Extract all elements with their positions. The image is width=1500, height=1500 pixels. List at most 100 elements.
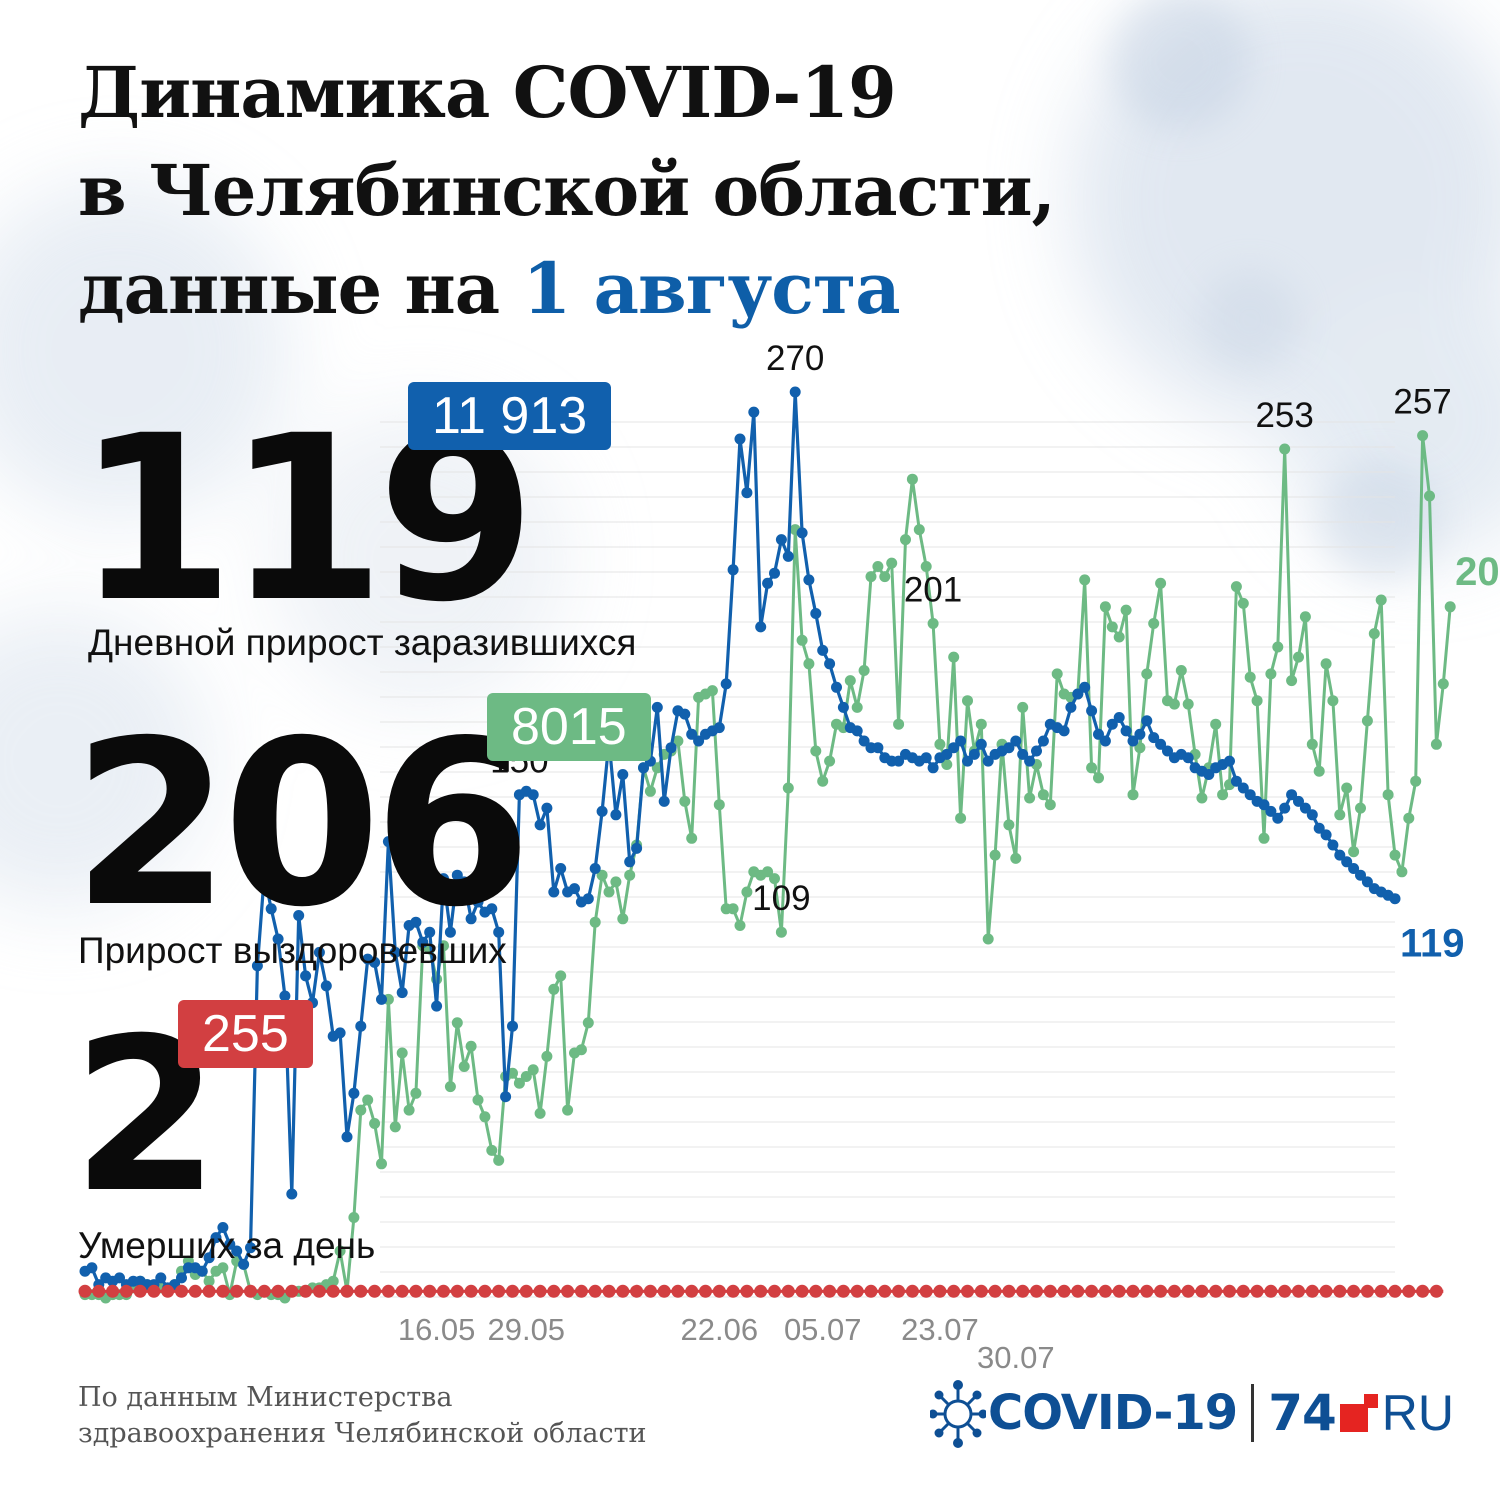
chart-series xyxy=(78,386,1456,1304)
data-point-deaths xyxy=(947,1284,961,1298)
data-point-recovered xyxy=(906,473,918,485)
x-tick-label: 23.07 xyxy=(901,1312,979,1347)
data-point-deaths xyxy=(671,1284,685,1298)
data-point-infected xyxy=(265,903,277,915)
point-label-recovered: 206 xyxy=(1455,550,1500,594)
page-title: Динамика COVID-19 в Челябинской области,… xyxy=(78,44,1056,338)
data-point-recovered xyxy=(900,534,911,546)
data-point-recovered xyxy=(1196,792,1208,804)
data-point-deaths xyxy=(643,1284,657,1298)
data-point-recovered xyxy=(706,685,718,697)
x-tick-label: 29.05 xyxy=(487,1312,565,1347)
data-point-infected xyxy=(631,842,643,854)
data-point-recovered xyxy=(975,718,987,730)
data-point-recovered xyxy=(624,869,636,881)
data-point-infected xyxy=(279,990,291,1002)
data-point-recovered xyxy=(1182,698,1194,710)
data-point-recovered xyxy=(1079,574,1091,586)
data-point-recovered xyxy=(389,1121,401,1133)
data-point-recovered xyxy=(1003,819,1015,831)
data-point-deaths xyxy=(836,1284,850,1298)
data-point-infected xyxy=(238,1258,250,1270)
data-point-deaths xyxy=(285,1284,299,1298)
data-point-recovered xyxy=(1444,601,1456,613)
data-point-recovered xyxy=(596,869,608,881)
data-point-infected xyxy=(610,809,622,821)
data-point-deaths xyxy=(230,1284,244,1298)
data-point-infected xyxy=(203,1252,215,1264)
data-point-recovered xyxy=(934,738,946,750)
data-point-deaths xyxy=(699,1284,712,1298)
data-point-recovered xyxy=(1230,581,1242,593)
data-point-recovered xyxy=(1334,809,1346,821)
data-point-infected xyxy=(507,1020,518,1032)
data-point-recovered xyxy=(1279,443,1291,455)
data-point-recovered xyxy=(727,903,739,915)
data-point-infected xyxy=(1389,893,1401,905)
data-point-deaths xyxy=(1319,1284,1333,1298)
data-point-infected xyxy=(962,755,973,767)
data-point-deaths xyxy=(712,1284,726,1298)
data-point-recovered xyxy=(1093,772,1104,784)
data-point-infected xyxy=(1293,795,1304,807)
data-point-infected xyxy=(313,946,325,958)
data-point-recovered xyxy=(1382,789,1394,801)
logo-ru-text: RU xyxy=(1381,1385,1455,1441)
data-point-infected xyxy=(1244,789,1256,801)
data-point-recovered xyxy=(327,1275,339,1287)
data-point-recovered xyxy=(1175,665,1187,676)
data-point-recovered xyxy=(775,926,787,938)
data-point-deaths xyxy=(1126,1284,1140,1298)
data-point-deaths xyxy=(1195,1284,1209,1298)
data-point-infected xyxy=(1017,748,1029,760)
series-recovered xyxy=(79,430,1456,1304)
series-infected xyxy=(79,386,1401,1294)
data-point-deaths xyxy=(1098,1284,1112,1298)
data-point-deaths xyxy=(892,1284,906,1298)
data-point-deaths xyxy=(381,1284,395,1298)
data-point-recovered xyxy=(534,1107,546,1119)
data-point-infected xyxy=(927,762,939,774)
data-point-deaths xyxy=(1236,1284,1250,1298)
data-point-infected xyxy=(251,960,263,972)
data-point-recovered xyxy=(1437,678,1449,690)
data-point-infected xyxy=(638,762,649,774)
source-line-1: По данным Министерства xyxy=(78,1382,453,1413)
data-point-deaths xyxy=(1416,1284,1430,1298)
recovered-total-badge: 8015 xyxy=(487,693,651,761)
data-point-recovered xyxy=(989,849,1001,861)
data-point-deaths xyxy=(1388,1284,1402,1298)
data-point-infected xyxy=(1182,752,1194,764)
point-label-infected: 119 xyxy=(1400,922,1465,966)
data-point-deaths xyxy=(257,1284,271,1298)
data-point-deaths xyxy=(974,1284,988,1298)
data-point-recovered xyxy=(348,1212,360,1223)
data-point-recovered xyxy=(769,873,780,885)
x-tick-label: 16.05 xyxy=(398,1312,476,1347)
recovered-label: Прирост выздоровевших xyxy=(78,930,507,971)
data-point-recovered xyxy=(686,832,698,844)
data-point-infected xyxy=(920,752,932,764)
data-point-infected xyxy=(1113,712,1125,723)
data-point-infected xyxy=(624,856,636,868)
data-point-deaths xyxy=(312,1284,326,1298)
data-point-infected xyxy=(493,926,505,938)
data-point-infected xyxy=(762,577,774,589)
data-point-infected xyxy=(1024,755,1036,767)
data-point-recovered xyxy=(1217,789,1229,801)
data-point-deaths xyxy=(506,1284,519,1298)
data-point-deaths xyxy=(133,1284,147,1298)
data-point-recovered xyxy=(1299,611,1311,623)
data-point-deaths xyxy=(1360,1284,1374,1298)
data-point-infected xyxy=(1079,681,1091,693)
data-point-deaths xyxy=(1167,1284,1181,1298)
data-point-recovered xyxy=(486,1144,498,1156)
data-point-recovered xyxy=(603,886,615,898)
data-point-recovered xyxy=(376,1158,387,1170)
deaths-total-badge: 255 xyxy=(178,1000,313,1068)
data-point-infected xyxy=(1155,738,1167,750)
data-point-infected xyxy=(837,701,849,713)
source-line-2: здравоохранения Челябинской области xyxy=(78,1418,647,1449)
